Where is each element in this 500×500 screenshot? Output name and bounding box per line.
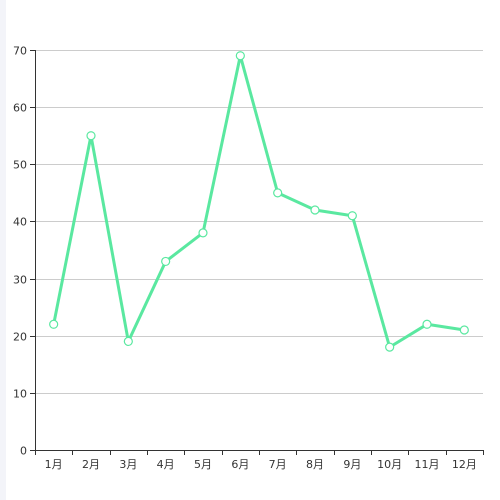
data-point-marker: [310, 205, 320, 215]
data-point-marker: [123, 336, 133, 347]
data-point-marker: [385, 342, 395, 352]
data-point-marker: [235, 51, 245, 61]
data-point-marker: [86, 131, 96, 141]
x-tick-label: 7月: [269, 458, 287, 471]
left-edge-strip: [0, 0, 6, 500]
y-tick-label: 60: [13, 102, 27, 115]
x-tick-label: 10月: [377, 458, 402, 471]
data-point-marker: [273, 188, 283, 198]
data-point-marker: [459, 325, 469, 335]
data-point-marker: [198, 228, 208, 238]
x-tick-label: 5月: [194, 458, 212, 471]
x-tick-label: 2月: [82, 458, 100, 471]
y-tick-label: 0: [20, 445, 27, 458]
x-tick-label: 12月: [452, 458, 477, 471]
data-point-marker: [161, 256, 171, 267]
y-tick-label: 50: [13, 159, 27, 172]
series-line: [52, 54, 466, 349]
x-tick-label: 1月: [45, 458, 63, 471]
x-tick-label: 4月: [157, 458, 175, 471]
x-tick-label: 8月: [306, 458, 324, 471]
x-tick-label: 9月: [343, 458, 361, 471]
series-layer: [52, 54, 466, 349]
grid-layer: [35, 50, 483, 394]
x-tick-label: 11月: [415, 458, 440, 471]
y-tick-label: 40: [13, 216, 27, 229]
x-tick-label: 3月: [119, 458, 137, 471]
data-point-marker: [347, 211, 357, 221]
y-tick-label: 20: [13, 331, 27, 344]
data-point-marker: [49, 319, 59, 329]
y-tick-label: 70: [13, 45, 27, 58]
x-tick-label: 6月: [231, 458, 249, 471]
y-tick-label: 10: [13, 388, 27, 401]
marker-layer: [49, 51, 469, 352]
y-tick-label: 30: [13, 274, 27, 287]
axis-layer: 0 10 20 30 40 50 60 70 1月 2月 3月 4月 5月 6月 7月 8月 9月 10月 11月 1…: [13, 45, 484, 471]
data-point-marker: [422, 319, 432, 329]
